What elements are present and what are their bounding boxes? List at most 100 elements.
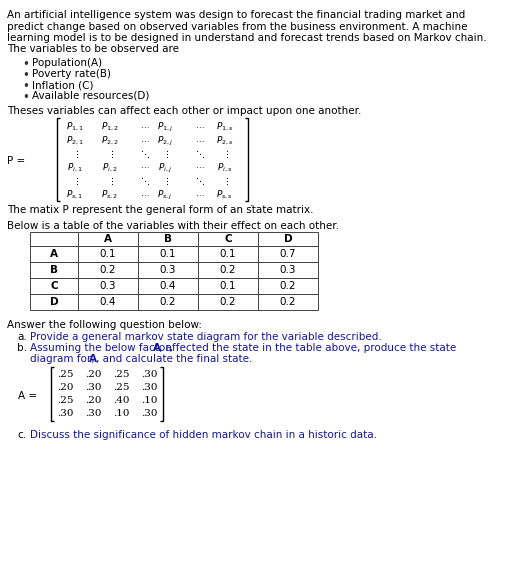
Bar [78, 278, 138, 294]
Text: .25: .25 [57, 396, 73, 405]
Text: 0.1: 0.1 [219, 249, 236, 259]
Text: ...: ... [195, 189, 204, 198]
Text: B: B [164, 234, 172, 244]
Text: .20: .20 [57, 383, 73, 392]
Bar [30, 294, 78, 310]
Bar [30, 246, 78, 262]
Bar [197, 232, 258, 246]
Text: $P_{i,s}$: $P_{i,s}$ [217, 161, 232, 174]
Text: $P_{i,j}$: $P_{i,j}$ [158, 161, 172, 174]
Text: Theses variables can affect each other or impact upon one another.: Theses variables can affect each other o… [7, 106, 361, 116]
Bar [197, 246, 258, 262]
Text: The variables to be observed are: The variables to be observed are [7, 44, 179, 55]
Text: $\vdots$: $\vdots$ [161, 175, 168, 187]
Bar [258, 246, 318, 262]
Text: $\vdots$: $\vdots$ [71, 175, 78, 187]
Text: A =: A = [18, 391, 37, 401]
Text: 0.1: 0.1 [159, 249, 176, 259]
Bar [138, 278, 197, 294]
Bar [78, 232, 138, 246]
Text: A: A [50, 249, 58, 259]
Text: 0.2: 0.2 [219, 297, 236, 307]
Text: 0.2: 0.2 [100, 265, 116, 275]
Bar [30, 232, 78, 246]
Text: ...: ... [195, 121, 204, 130]
Text: $\vdots$: $\vdots$ [161, 148, 168, 160]
Text: Answer the following question below:: Answer the following question below: [7, 320, 202, 330]
Text: $P_{2,1}$: $P_{2,1}$ [66, 135, 84, 147]
Text: $\vdots$: $\vdots$ [221, 148, 228, 160]
Bar [138, 246, 197, 262]
Text: predict change based on observed variables from the business environment. A mach: predict change based on observed variabl… [7, 22, 467, 31]
Text: .40: .40 [113, 396, 129, 405]
Text: Poverty rate(B): Poverty rate(B) [32, 69, 111, 79]
Text: •: • [22, 91, 29, 104]
Text: $P_{s,1}$: $P_{s,1}$ [66, 189, 83, 201]
Text: ...: ... [195, 161, 204, 170]
Text: A: A [89, 354, 97, 364]
Text: ...: ... [140, 135, 149, 144]
Text: $P_{1,2}$: $P_{1,2}$ [101, 121, 119, 133]
Text: .10: .10 [140, 396, 157, 405]
Bar [197, 294, 258, 310]
Text: Provide a general markov state diagram for the variable described.: Provide a general markov state diagram f… [30, 332, 381, 342]
Bar [197, 278, 258, 294]
Text: 0.3: 0.3 [100, 281, 116, 291]
Bar [78, 294, 138, 310]
Text: 0.3: 0.3 [159, 265, 176, 275]
Text: .30: .30 [85, 383, 101, 392]
Text: 0.4: 0.4 [159, 281, 176, 291]
Text: $P_{s,s}$: $P_{s,s}$ [216, 189, 233, 201]
Text: .10: .10 [113, 409, 129, 418]
Text: $P_{2,2}$: $P_{2,2}$ [101, 135, 119, 147]
Text: Assuming the below factor,: Assuming the below factor, [30, 343, 176, 353]
Text: .30: .30 [140, 409, 157, 418]
Bar [138, 262, 197, 278]
Text: Inflation (C): Inflation (C) [32, 80, 93, 90]
Text: $\ddots$: $\ddots$ [140, 175, 150, 187]
Bar [78, 246, 138, 262]
Text: •: • [22, 58, 29, 71]
Text: diagram for,: diagram for, [30, 354, 98, 364]
Text: a.: a. [17, 332, 26, 342]
Text: 0.2: 0.2 [219, 265, 236, 275]
Text: b.: b. [17, 343, 27, 353]
Bar [258, 262, 318, 278]
Text: Population(A): Population(A) [32, 58, 102, 68]
Text: ...: ... [140, 161, 149, 170]
Text: Below is a table of the variables with their effect on each other.: Below is a table of the variables with t… [7, 221, 338, 231]
Text: •: • [22, 69, 29, 82]
Text: $P_{1,s}$: $P_{1,s}$ [216, 121, 234, 133]
Text: D: D [49, 297, 58, 307]
Text: 0.2: 0.2 [159, 297, 176, 307]
Text: .20: .20 [85, 370, 101, 379]
Text: Discuss the significance of hidden markov chain in a historic data.: Discuss the significance of hidden marko… [30, 430, 376, 440]
Text: 0.1: 0.1 [100, 249, 116, 259]
Bar [258, 232, 318, 246]
Text: .20: .20 [85, 396, 101, 405]
Text: .25: .25 [113, 370, 129, 379]
Bar [30, 262, 78, 278]
Bar [197, 262, 258, 278]
Bar [258, 294, 318, 310]
Text: 0.4: 0.4 [100, 297, 116, 307]
Text: .25: .25 [113, 383, 129, 392]
Text: 0.1: 0.1 [219, 281, 236, 291]
Text: .30: .30 [57, 409, 73, 418]
Text: .: . [249, 198, 253, 208]
Text: $P_{s,2}$: $P_{s,2}$ [101, 189, 119, 201]
Text: c.: c. [17, 430, 26, 440]
Text: $\vdots$: $\vdots$ [221, 175, 228, 187]
Text: .30: .30 [85, 409, 101, 418]
Text: , and calculate the final state.: , and calculate the final state. [96, 354, 251, 364]
Text: The matix P represent the general form of an state matrix.: The matix P represent the general form o… [7, 205, 313, 215]
Text: •: • [22, 80, 29, 93]
Text: Available resources(D): Available resources(D) [32, 91, 149, 101]
Text: ...: ... [140, 189, 149, 198]
Text: ...: ... [195, 135, 204, 144]
Bar [138, 294, 197, 310]
Text: .25: .25 [57, 370, 73, 379]
Text: $\ddots$: $\ddots$ [194, 175, 205, 187]
Bar [78, 262, 138, 278]
Text: $P_{1,1}$: $P_{1,1}$ [66, 121, 84, 133]
